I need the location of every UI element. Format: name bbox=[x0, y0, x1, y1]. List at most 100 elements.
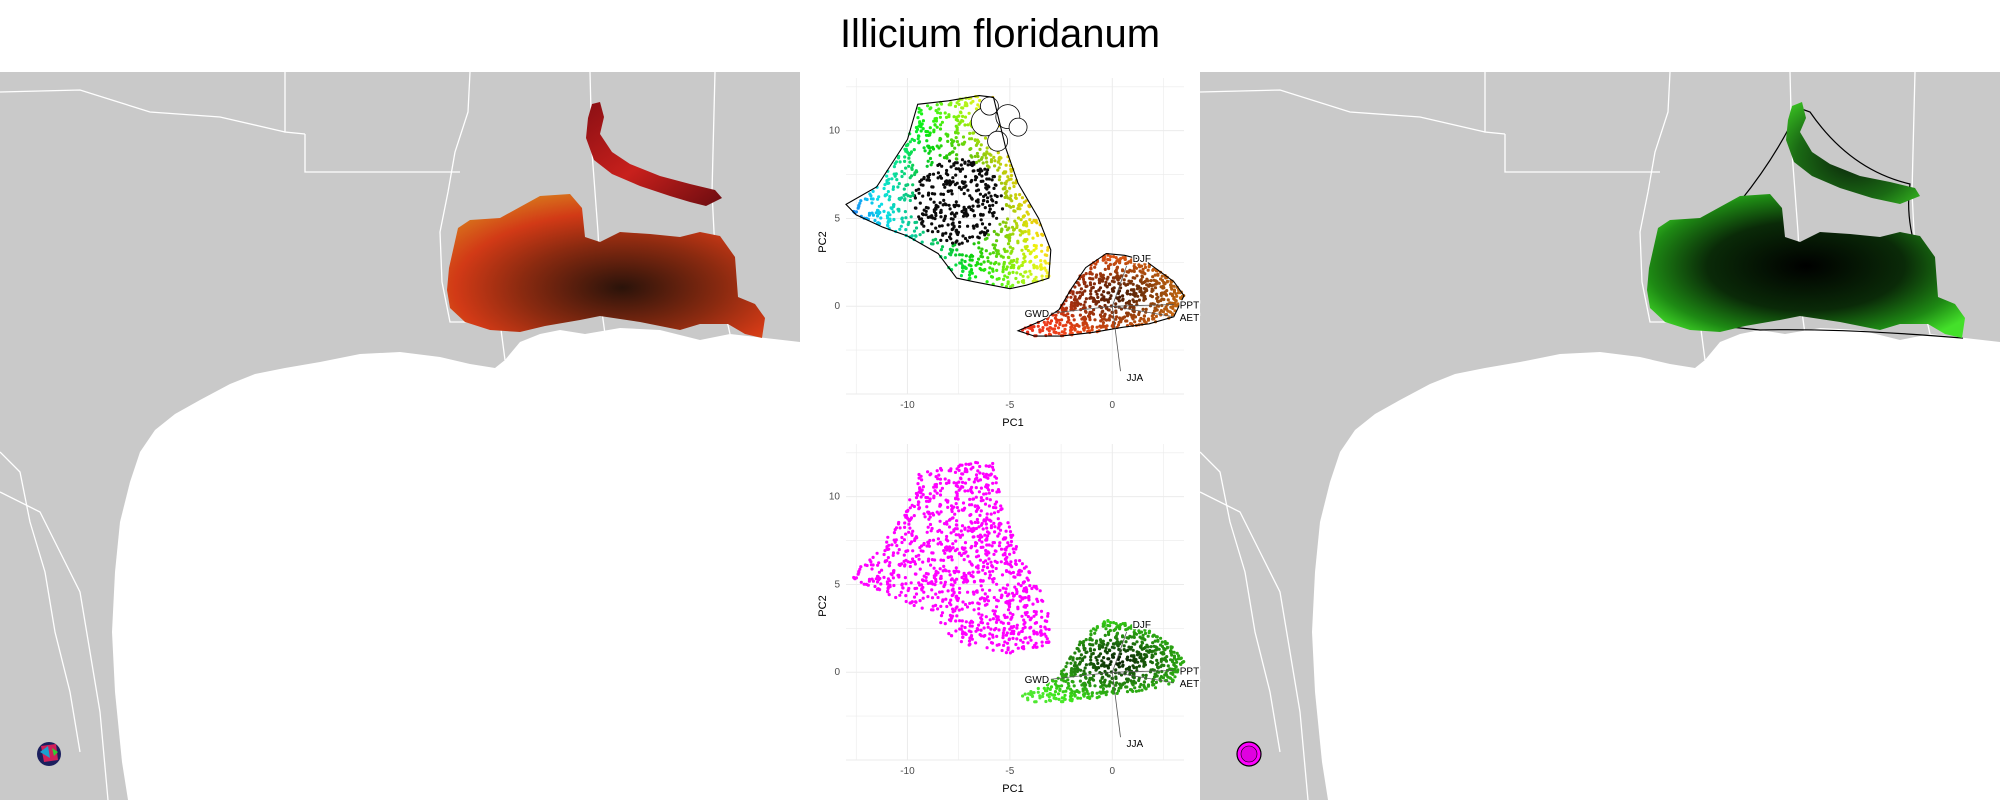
data-point bbox=[960, 180, 964, 184]
data-point bbox=[991, 468, 995, 472]
data-point bbox=[968, 636, 972, 640]
data-point bbox=[1155, 658, 1159, 662]
data-point bbox=[1100, 659, 1104, 663]
data-point bbox=[1044, 261, 1048, 265]
data-point bbox=[963, 161, 967, 165]
data-point bbox=[1089, 661, 1093, 665]
data-point bbox=[1179, 656, 1183, 660]
data-point bbox=[945, 182, 949, 186]
data-point bbox=[995, 268, 999, 272]
data-point bbox=[897, 207, 901, 211]
data-point bbox=[985, 537, 989, 541]
data-point bbox=[1003, 171, 1007, 175]
data-point bbox=[1156, 295, 1160, 299]
data-point bbox=[980, 621, 985, 625]
data-point bbox=[867, 213, 871, 217]
data-point bbox=[886, 590, 890, 594]
data-point bbox=[1101, 279, 1105, 283]
data-point bbox=[966, 489, 970, 493]
data-point bbox=[936, 241, 940, 245]
data-point bbox=[1115, 265, 1120, 269]
data-point bbox=[1034, 246, 1038, 250]
data-point bbox=[974, 189, 979, 193]
data-point bbox=[938, 224, 942, 228]
data-point bbox=[980, 174, 984, 178]
data-point bbox=[1097, 643, 1102, 647]
data-point bbox=[1034, 645, 1038, 649]
loading-vector bbox=[1050, 671, 1113, 680]
data-point bbox=[974, 509, 978, 513]
data-point bbox=[974, 473, 979, 477]
data-point bbox=[1088, 281, 1092, 285]
data-point bbox=[960, 142, 964, 146]
data-point bbox=[1018, 599, 1022, 603]
data-point bbox=[1018, 193, 1022, 197]
data-point bbox=[970, 485, 974, 489]
data-point bbox=[1153, 652, 1158, 656]
data-point bbox=[999, 254, 1003, 258]
data-point bbox=[1142, 314, 1146, 318]
x-tick-label: -5 bbox=[1005, 766, 1014, 777]
data-point bbox=[1123, 623, 1127, 627]
data-point bbox=[871, 579, 875, 583]
data-point bbox=[930, 192, 934, 196]
data-point bbox=[944, 231, 948, 235]
data-point bbox=[1140, 281, 1144, 285]
data-point bbox=[1122, 278, 1126, 282]
data-point bbox=[1111, 689, 1115, 693]
data-point bbox=[963, 180, 967, 184]
data-point bbox=[917, 472, 921, 477]
data-point bbox=[967, 639, 972, 643]
data-point bbox=[946, 139, 950, 143]
data-point bbox=[979, 545, 983, 549]
data-point bbox=[1091, 277, 1095, 281]
data-point bbox=[973, 520, 977, 524]
data-point bbox=[1140, 641, 1145, 645]
data-point bbox=[983, 206, 987, 210]
data-point bbox=[1125, 680, 1130, 684]
data-point bbox=[971, 204, 975, 208]
data-point bbox=[975, 590, 979, 594]
data-point bbox=[945, 522, 949, 526]
data-point bbox=[1022, 622, 1026, 626]
data-point bbox=[1000, 507, 1004, 511]
data-point bbox=[1035, 266, 1039, 270]
data-point bbox=[984, 492, 988, 496]
data-point bbox=[970, 637, 974, 641]
data-point bbox=[990, 198, 994, 202]
data-point bbox=[1041, 692, 1045, 696]
data-point bbox=[973, 504, 977, 508]
data-point bbox=[930, 558, 934, 562]
data-point bbox=[1118, 260, 1122, 264]
data-point bbox=[911, 559, 915, 563]
data-point bbox=[974, 107, 979, 111]
data-point bbox=[1132, 654, 1136, 658]
data-point bbox=[914, 592, 919, 596]
data-point bbox=[1002, 260, 1006, 265]
data-point bbox=[1007, 525, 1011, 529]
data-point bbox=[1059, 700, 1064, 704]
data-point bbox=[1104, 646, 1108, 650]
data-point bbox=[1095, 325, 1099, 329]
data-point bbox=[1172, 290, 1176, 294]
data-point bbox=[931, 608, 935, 612]
data-point bbox=[904, 149, 908, 153]
data-point bbox=[909, 581, 913, 585]
data-point bbox=[1011, 232, 1015, 236]
data-point bbox=[1169, 645, 1173, 649]
data-point bbox=[1103, 669, 1107, 674]
data-point bbox=[991, 635, 995, 639]
data-point bbox=[1124, 685, 1128, 689]
data-point bbox=[1027, 598, 1031, 602]
data-point bbox=[963, 140, 967, 144]
x-axis-label: PC1 bbox=[1002, 783, 1023, 795]
data-point bbox=[1154, 672, 1158, 677]
data-point bbox=[919, 474, 923, 478]
data-point bbox=[935, 510, 939, 514]
data-point bbox=[1146, 645, 1150, 649]
data-point bbox=[1114, 622, 1118, 626]
data-point bbox=[1114, 310, 1118, 315]
data-point bbox=[994, 549, 998, 553]
data-point bbox=[1077, 690, 1081, 694]
data-point bbox=[888, 583, 892, 587]
